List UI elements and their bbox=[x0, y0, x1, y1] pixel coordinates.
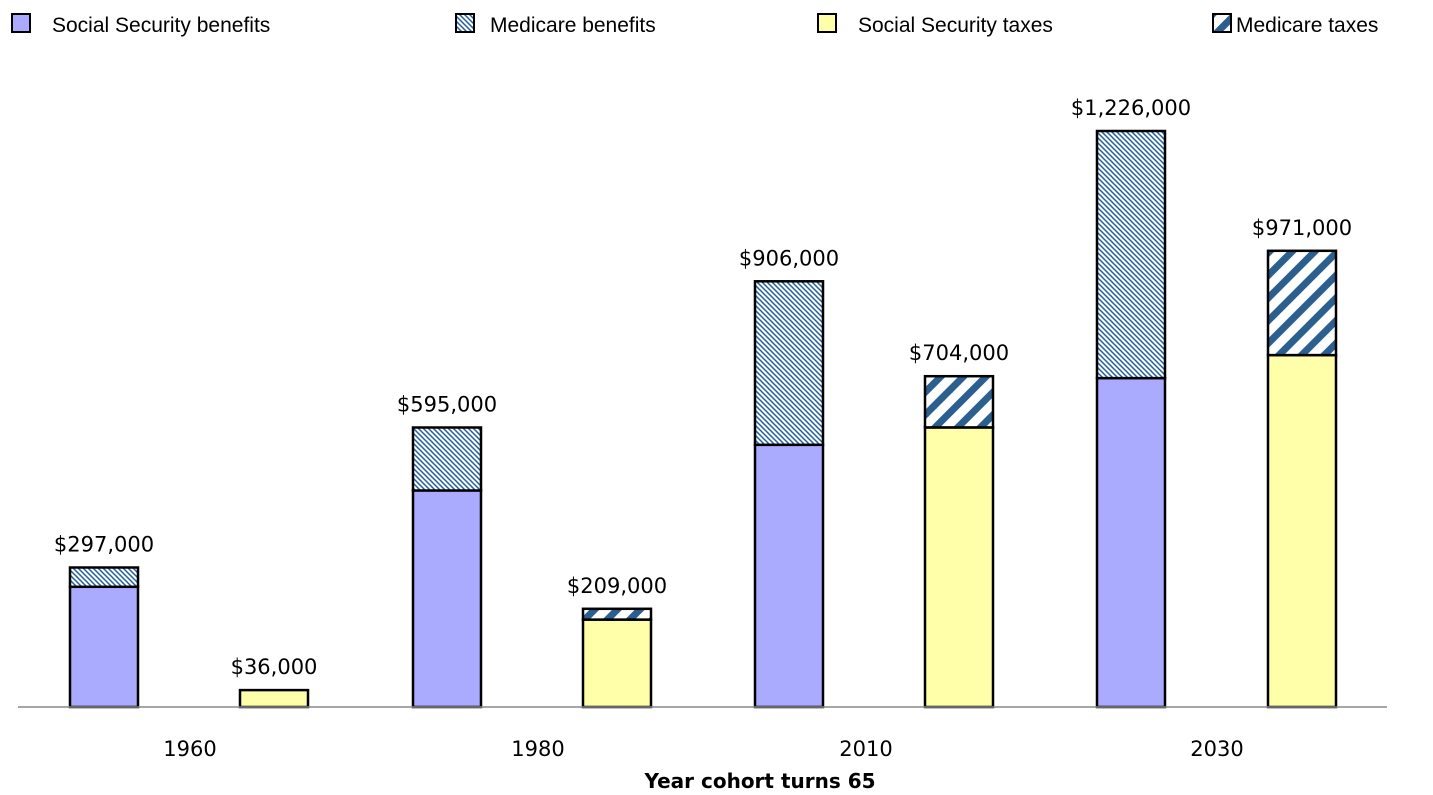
bar-medicare-benefits-2010 bbox=[753, 280, 825, 447]
category-labels: 1960 1980 2010 2030 bbox=[163, 737, 1243, 761]
category-label-1960: 1960 bbox=[163, 737, 216, 761]
legend-item-social-security-taxes[interactable]: Social Security taxes bbox=[817, 13, 1053, 37]
total-label-benefits-2010: $906,000 bbox=[739, 246, 839, 270]
legend-swatch-social-security-benefits bbox=[11, 13, 31, 33]
legend-item-medicare-taxes[interactable]: Medicare taxes bbox=[1212, 13, 1378, 37]
x-axis-title: Year cohort turns 65 bbox=[643, 769, 875, 793]
bar-medicare-benefits-1980 bbox=[411, 426, 483, 492]
bar-social-security-benefits-1960 bbox=[68, 585, 140, 709]
legend-label-medicare-taxes: Medicare taxes bbox=[1236, 14, 1378, 37]
legend-label-social-security-taxes: Social Security taxes bbox=[858, 14, 1053, 37]
legend-swatch-medicare-benefits bbox=[455, 13, 475, 33]
bar-medicare-benefits-1960 bbox=[68, 566, 140, 589]
bar-medicare-taxes-2010 bbox=[923, 374, 995, 429]
total-label-taxes-2010: $704,000 bbox=[909, 341, 1009, 365]
total-label-benefits-2030: $1,226,000 bbox=[1071, 96, 1191, 120]
legend-label-medicare-benefits: Medicare benefits bbox=[490, 14, 656, 37]
bar-medicare-taxes-1980 bbox=[581, 607, 653, 621]
bars bbox=[68, 129, 1338, 709]
category-label-2030: 2030 bbox=[1190, 737, 1243, 761]
legend: Social Security benefits Medicare benefi… bbox=[11, 13, 1378, 37]
bar-social-security-taxes-2010 bbox=[923, 426, 995, 709]
bar-social-security-benefits-2010 bbox=[753, 443, 825, 709]
total-label-taxes-1960: $36,000 bbox=[231, 655, 318, 679]
legend-swatch-social-security-taxes bbox=[817, 13, 837, 33]
bar-social-security-benefits-2030 bbox=[1095, 376, 1167, 709]
total-label-benefits-1960: $297,000 bbox=[54, 533, 154, 557]
bar-social-security-taxes-2030 bbox=[1266, 353, 1338, 709]
total-labels: $297,000 $36,000 $595,000 $209,000 $906,000 $… bbox=[54, 96, 1352, 679]
bar-medicare-benefits-2030 bbox=[1095, 129, 1167, 380]
bar-social-security-taxes-1980 bbox=[581, 618, 653, 709]
legend-swatch-medicare-taxes bbox=[1212, 13, 1232, 33]
bar-social-security-taxes-1960 bbox=[238, 688, 310, 709]
bar-medicare-taxes-2030 bbox=[1266, 249, 1338, 357]
total-label-benefits-1980: $595,000 bbox=[397, 393, 497, 417]
legend-label-social-security-benefits: Social Security benefits bbox=[52, 14, 270, 37]
bar-social-security-benefits-1980 bbox=[411, 489, 483, 709]
total-label-taxes-1980: $209,000 bbox=[567, 574, 667, 598]
category-label-1980: 1980 bbox=[511, 737, 564, 761]
legend-item-medicare-benefits[interactable]: Medicare benefits bbox=[455, 13, 656, 37]
legend-item-social-security-benefits[interactable]: Social Security benefits bbox=[11, 13, 270, 37]
category-label-2010: 2010 bbox=[839, 737, 892, 761]
total-label-taxes-2030: $971,000 bbox=[1252, 216, 1352, 240]
